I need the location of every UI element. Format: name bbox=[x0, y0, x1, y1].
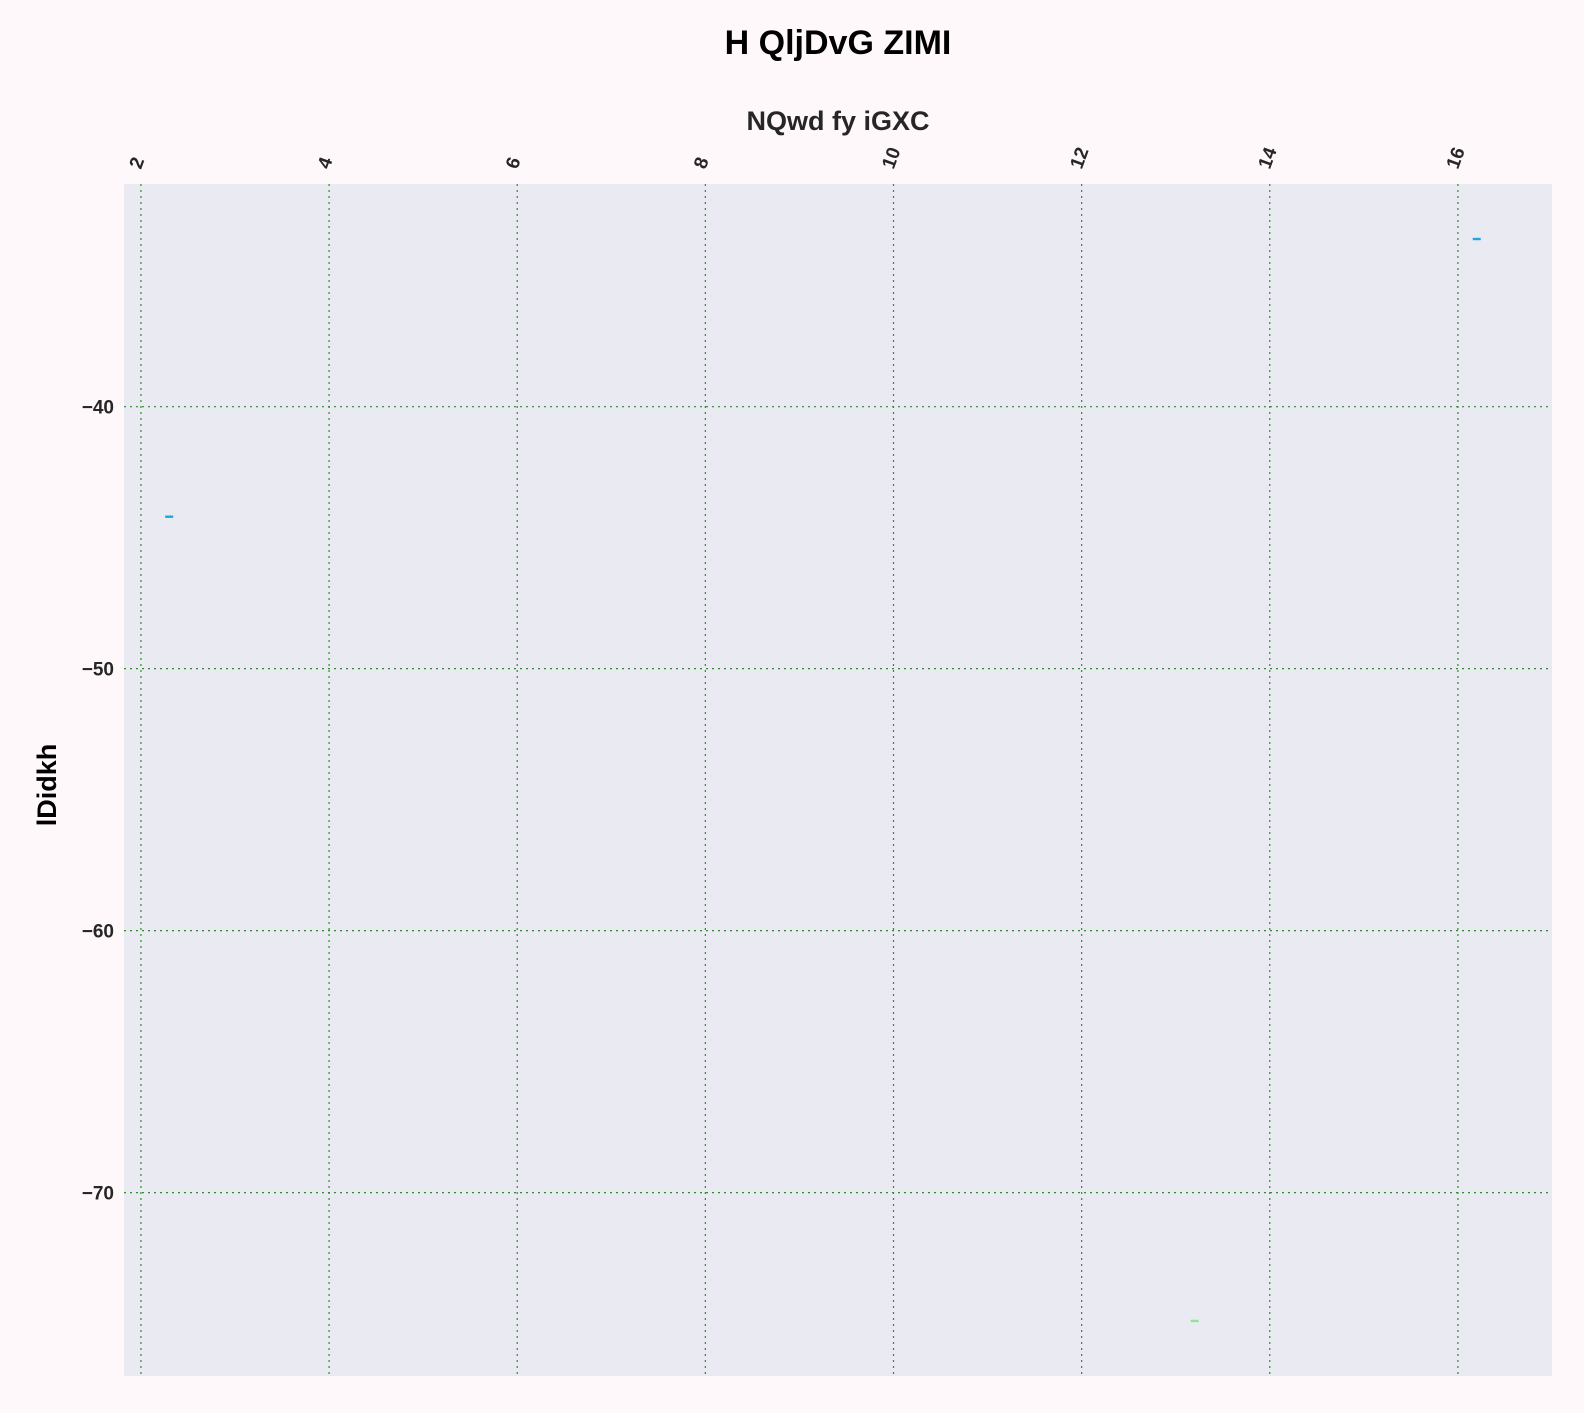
y-tick-label: −60 bbox=[82, 922, 114, 943]
x-tick-label: 4 bbox=[314, 154, 337, 172]
x-tick-label: 16 bbox=[1443, 145, 1470, 172]
x-tick-label: 6 bbox=[502, 155, 525, 172]
data-markers bbox=[165, 237, 1481, 1323]
x-tick-label: 2 bbox=[126, 155, 149, 172]
x-tick-label: 14 bbox=[1255, 144, 1282, 171]
chart-title: H QljDvG ZIMI bbox=[725, 24, 952, 62]
x-tick-label: 10 bbox=[878, 145, 905, 172]
y-tick-label: −70 bbox=[82, 1184, 114, 1205]
y-axis-label: lDidkh bbox=[32, 744, 62, 827]
x-tick-label: 8 bbox=[690, 155, 713, 172]
plot-area bbox=[124, 184, 1552, 1376]
y-tick-label: −40 bbox=[82, 398, 114, 419]
x-axis-label: NQwd fy iGXC bbox=[746, 106, 929, 136]
y-tick-label: −50 bbox=[82, 660, 114, 681]
x-tick-label: 12 bbox=[1067, 145, 1094, 172]
grid-lines bbox=[124, 184, 1552, 1376]
